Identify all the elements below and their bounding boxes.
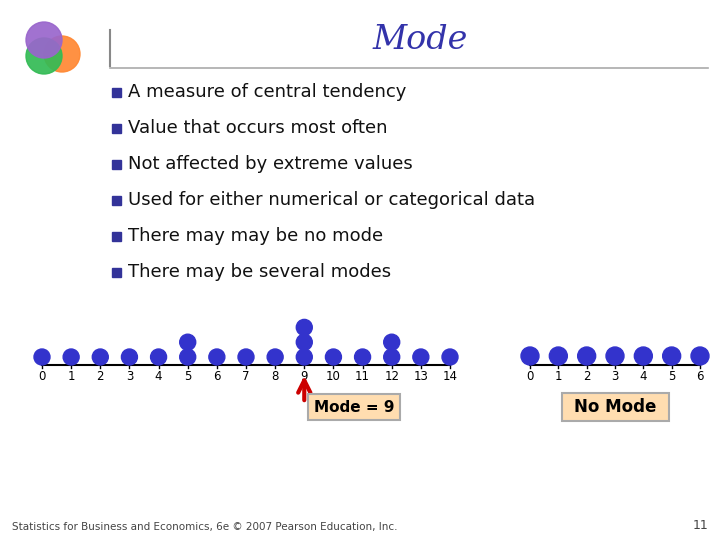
Text: 6: 6 — [696, 370, 703, 383]
Circle shape — [384, 334, 400, 350]
Text: 11: 11 — [355, 370, 370, 383]
Circle shape — [634, 347, 652, 365]
Text: Mode: Mode — [372, 24, 468, 56]
Circle shape — [26, 38, 62, 74]
FancyBboxPatch shape — [308, 394, 400, 420]
FancyBboxPatch shape — [112, 124, 121, 133]
Circle shape — [606, 347, 624, 365]
Circle shape — [44, 36, 80, 72]
Circle shape — [267, 349, 283, 365]
Text: There may may be no mode: There may may be no mode — [128, 227, 383, 245]
Text: 12: 12 — [384, 370, 399, 383]
Circle shape — [122, 349, 138, 365]
Text: Statistics for Business and Economics, 6e © 2007 Pearson Education, Inc.: Statistics for Business and Economics, 6… — [12, 522, 397, 532]
Text: Value that occurs most often: Value that occurs most often — [128, 119, 387, 137]
Text: 4: 4 — [155, 370, 162, 383]
Text: Mode = 9: Mode = 9 — [314, 400, 395, 415]
Text: Not affected by extreme values: Not affected by extreme values — [128, 155, 413, 173]
Text: A measure of central tendency: A measure of central tendency — [128, 83, 406, 101]
Circle shape — [26, 22, 62, 58]
Text: 4: 4 — [639, 370, 647, 383]
Text: 10: 10 — [326, 370, 341, 383]
Text: 9: 9 — [300, 370, 308, 383]
Text: 8: 8 — [271, 370, 279, 383]
Text: 5: 5 — [668, 370, 675, 383]
Text: 13: 13 — [413, 370, 428, 383]
Text: 14: 14 — [443, 370, 457, 383]
FancyBboxPatch shape — [562, 393, 668, 421]
Text: 2: 2 — [96, 370, 104, 383]
Text: 0: 0 — [38, 370, 45, 383]
FancyBboxPatch shape — [112, 232, 121, 241]
Circle shape — [297, 349, 312, 365]
Circle shape — [577, 347, 595, 365]
Text: 3: 3 — [611, 370, 618, 383]
Text: 5: 5 — [184, 370, 192, 383]
Circle shape — [92, 349, 108, 365]
FancyBboxPatch shape — [112, 88, 121, 97]
Circle shape — [180, 349, 196, 365]
Text: 1: 1 — [68, 370, 75, 383]
Text: Used for either numerical or categorical data: Used for either numerical or categorical… — [128, 191, 535, 209]
Text: 0: 0 — [526, 370, 534, 383]
Text: 3: 3 — [126, 370, 133, 383]
Circle shape — [384, 349, 400, 365]
Circle shape — [662, 347, 680, 365]
Text: 7: 7 — [242, 370, 250, 383]
Circle shape — [180, 334, 196, 350]
Circle shape — [34, 349, 50, 365]
FancyBboxPatch shape — [112, 196, 121, 205]
Circle shape — [150, 349, 166, 365]
Text: 11: 11 — [692, 519, 708, 532]
Text: 2: 2 — [583, 370, 590, 383]
Circle shape — [297, 319, 312, 335]
Circle shape — [63, 349, 79, 365]
Text: No Mode: No Mode — [574, 398, 656, 416]
Circle shape — [209, 349, 225, 365]
Circle shape — [521, 347, 539, 365]
Circle shape — [549, 347, 567, 365]
Circle shape — [413, 349, 429, 365]
Circle shape — [691, 347, 709, 365]
FancyBboxPatch shape — [112, 268, 121, 277]
Circle shape — [354, 349, 371, 365]
FancyBboxPatch shape — [112, 160, 121, 169]
Text: There may be several modes: There may be several modes — [128, 263, 391, 281]
Circle shape — [325, 349, 341, 365]
Text: 6: 6 — [213, 370, 220, 383]
Circle shape — [442, 349, 458, 365]
Text: 1: 1 — [554, 370, 562, 383]
Circle shape — [297, 334, 312, 350]
Circle shape — [238, 349, 254, 365]
